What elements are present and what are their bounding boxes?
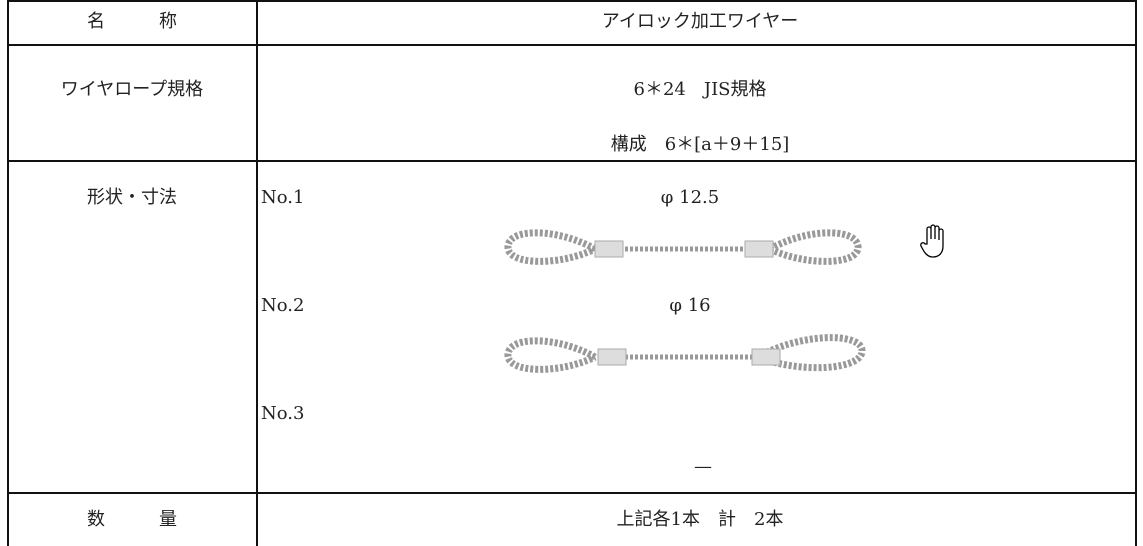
cell-value: 6＊24 JIS規格 [633, 79, 767, 100]
border [7, 0, 1137, 2]
row-label: 形状・寸法 [87, 187, 177, 208]
row-label: 名 称 [87, 11, 177, 32]
item-number: No.1 [261, 187, 305, 208]
item-size: φ 12.5 [660, 187, 720, 208]
hand-cursor [920, 224, 944, 258]
item-number: No.2 [261, 295, 305, 316]
wire-rope-illustration [504, 334, 866, 373]
cell-value: 上記各1本 計 2本 [616, 509, 784, 530]
row-label: ワイヤロープ規格 [60, 79, 204, 100]
item-size: φ 16 [669, 295, 711, 316]
border [7, 160, 1137, 162]
wire-rope-illustration [504, 229, 862, 265]
border [7, 492, 1137, 494]
item-size: — [694, 456, 712, 477]
border [7, 44, 1137, 46]
border [256, 0, 258, 546]
item-number: No.3 [261, 403, 305, 424]
border [7, 0, 9, 546]
row-label: 数 量 [87, 509, 177, 530]
border [1135, 0, 1137, 546]
cell-value: 構成 6＊[a＋9＋15] [610, 134, 790, 155]
cell-value: アイロック加工ワイヤー [601, 11, 799, 32]
